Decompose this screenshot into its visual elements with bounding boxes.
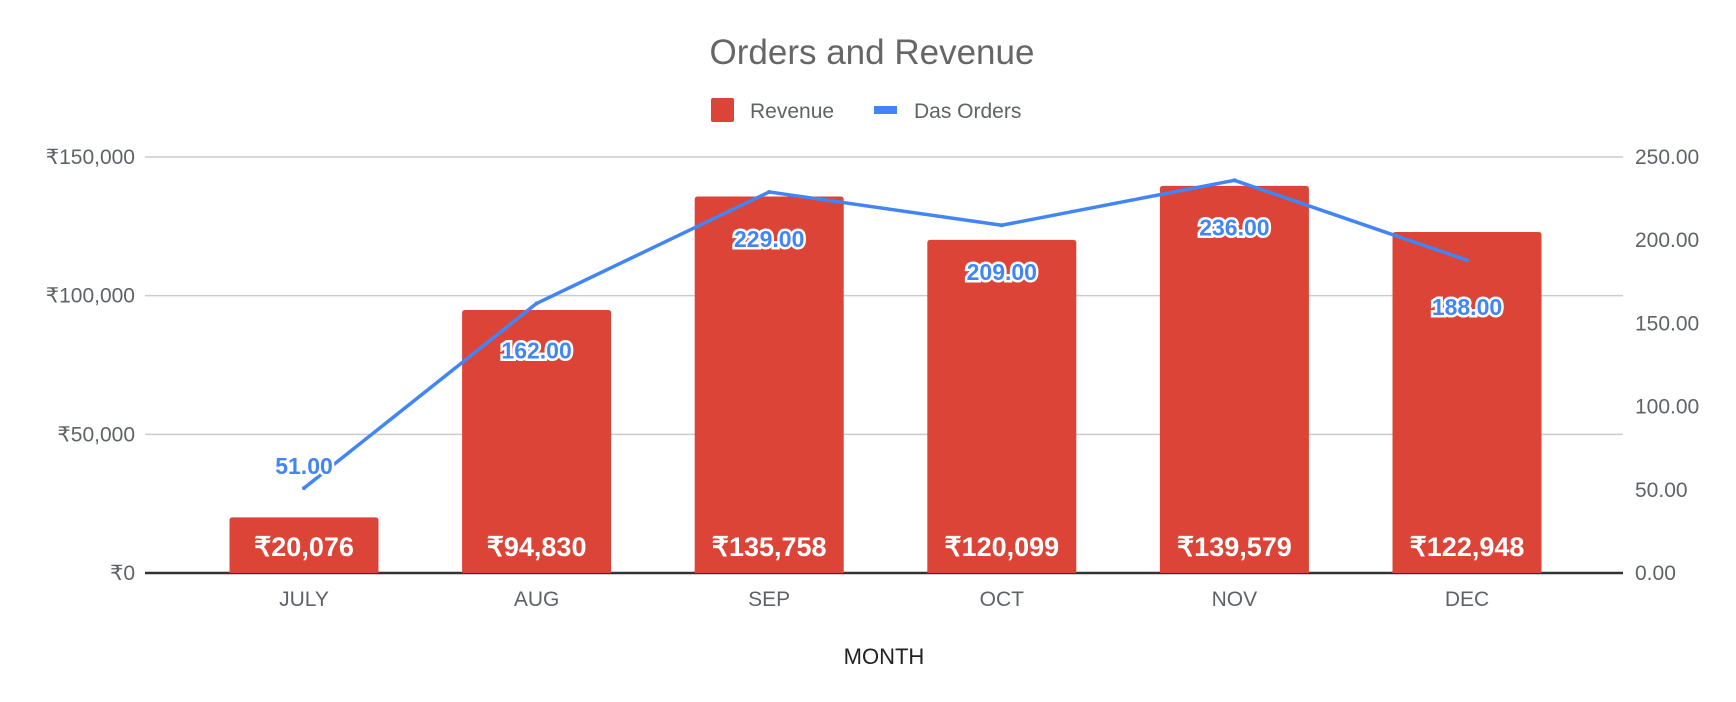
legend-revenue-swatch	[711, 98, 734, 122]
revenue-bar	[1159, 185, 1309, 573]
right-axis-tick-label: 250.00	[1635, 146, 1699, 169]
left-axis-tick-label: ₹150,000	[46, 146, 135, 169]
revenue-bar	[694, 196, 844, 574]
orders-data-label: 229.00	[734, 226, 804, 252]
orders-data-label: 236.00	[1199, 214, 1269, 240]
revenue-data-label: ₹135,758	[712, 532, 827, 562]
orders-point	[767, 189, 772, 194]
orders-data-label: 209.00	[967, 259, 1037, 285]
orders-data-label: 51.00	[275, 453, 333, 479]
legend-orders-swatch	[874, 106, 897, 114]
x-axis-title: MONTH	[844, 644, 925, 669]
x-axis-tick-label: OCT	[980, 588, 1025, 611]
orders-point	[999, 223, 1004, 228]
orders-point	[1232, 178, 1237, 183]
revenue-bar	[229, 517, 379, 573]
x-axis-tick-label: JULY	[279, 588, 329, 611]
x-axis-tick-label: SEP	[748, 588, 790, 611]
x-axis-tick-label: DEC	[1445, 588, 1489, 611]
right-axis-tick-label: 100.00	[1635, 396, 1699, 419]
x-axis-tick-label: NOV	[1212, 588, 1258, 611]
orders-line	[302, 178, 1468, 490]
revenue-data-label: ₹139,579	[1177, 532, 1292, 562]
revenue-bar	[927, 239, 1077, 573]
orders-data-label: 162.00	[501, 337, 571, 363]
right-axis-tick-label: 50.00	[1635, 479, 1688, 502]
legend-revenue-label: Revenue	[750, 100, 834, 123]
revenue-bar	[462, 310, 612, 573]
chart-title: Orders and Revenue	[710, 33, 1035, 72]
right-axis-tick-label: 0.00	[1635, 562, 1676, 585]
orders-point	[1465, 258, 1469, 263]
left-axis-tick-label: ₹0	[110, 562, 135, 585]
revenue-bar	[1392, 232, 1542, 573]
orders-point	[302, 486, 306, 491]
revenue-data-label: ₹122,948	[1410, 532, 1525, 562]
right-axis-tick-label: 200.00	[1635, 229, 1699, 252]
revenue-data-label: ₹94,830	[487, 532, 587, 562]
legend: Revenue Das Orders	[711, 98, 1021, 123]
revenue-data-label: ₹20,076	[254, 532, 354, 562]
right-axis-tick-label: 150.00	[1635, 312, 1699, 335]
left-axis-tick-label: ₹50,000	[57, 423, 135, 446]
left-axis-tick-label: ₹100,000	[46, 285, 135, 308]
orders-point	[534, 301, 539, 306]
x-axis-tick-label: AUG	[514, 588, 560, 611]
legend-orders-label: Das Orders	[914, 100, 1021, 123]
orders-data-label: 188.00	[1432, 294, 1502, 320]
revenue-data-label: ₹120,099	[944, 532, 1059, 562]
